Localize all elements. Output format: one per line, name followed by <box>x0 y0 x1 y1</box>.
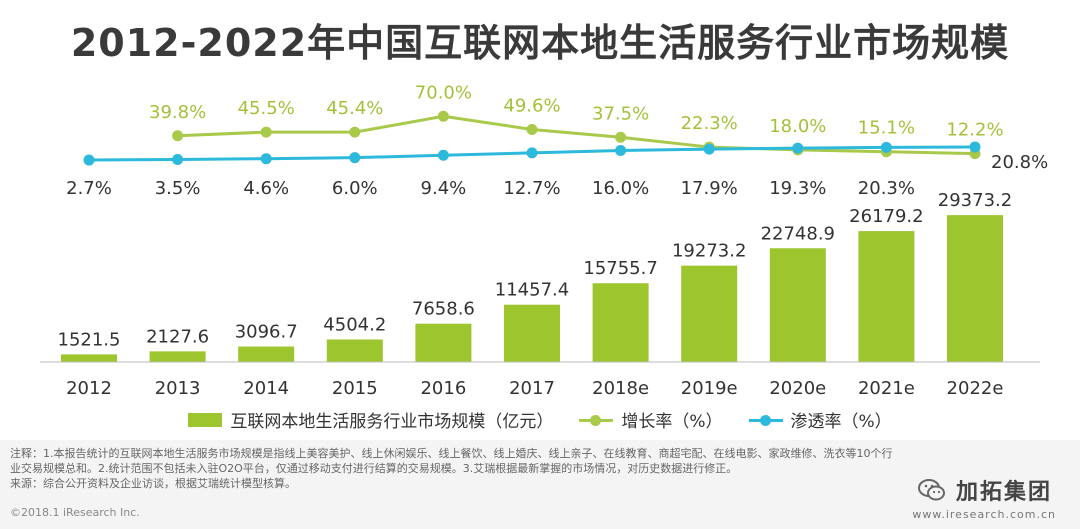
bar-value-label: 4504.2 <box>323 314 386 335</box>
penetration-rate-point <box>172 153 184 165</box>
penetration-rate-label: 12.7% <box>503 178 560 199</box>
bar-value-label: 11457.4 <box>495 280 569 301</box>
bar-2013 <box>149 351 206 362</box>
penetration-rate-point <box>615 144 627 156</box>
penetration-rate-label: 17.9% <box>681 178 738 199</box>
penetration-rate-label: 20.3% <box>858 178 915 199</box>
bar-value-label: 26179.2 <box>849 206 923 227</box>
bar-2015 <box>326 339 383 362</box>
copyright: ©2018.1 iResearch Inc. <box>10 506 140 519</box>
x-tick-label: 2014 <box>243 378 289 399</box>
growth-rate-label: 70.0% <box>415 82 472 103</box>
legend-label-growth: 增长率（%） <box>621 412 723 432</box>
legend-bar-swatch <box>188 412 223 427</box>
bar-value-label: 1521.5 <box>58 329 121 350</box>
growth-rate-label: 15.1% <box>858 118 915 139</box>
growth-rate-point <box>349 126 361 138</box>
penetration-rate-label: 20.8% <box>991 152 1048 173</box>
bar-2019e <box>681 265 738 362</box>
penetration-rate-point <box>792 142 804 154</box>
legend-item-market-size: 互联网本地生活服务行业市场规模（亿元） <box>188 407 553 432</box>
x-tick-label: 2017 <box>509 378 555 399</box>
penetration-rate-point <box>880 141 892 153</box>
penetration-rate-point <box>437 149 449 161</box>
footnote: 注释：1.本报告统计的互联网本地生活服务市场规模是指线上美容美护、线上休闲娱乐、… <box>10 446 1070 491</box>
growth-rate-label: 12.2% <box>946 120 1003 141</box>
growth-rate-point <box>437 110 449 122</box>
wechat-icon <box>917 478 946 502</box>
footer-band <box>0 440 1080 529</box>
growth-rate-point <box>526 123 538 135</box>
growth-rate-point <box>172 130 184 142</box>
bar-2018e <box>592 283 649 362</box>
legend-item-penetration: 渗透率（%） <box>748 407 892 432</box>
bar-value-label: 29373.2 <box>938 190 1012 211</box>
growth-rate-label: 45.4% <box>326 98 383 119</box>
legend-label-market-size: 互联网本地生活服务行业市场规模（亿元） <box>230 412 554 432</box>
legend: 互联网本地生活服务行业市场规模（亿元） 增长率（%） 渗透率（%） <box>0 407 1080 432</box>
growth-rate-label: 18.0% <box>769 116 826 137</box>
footnote-source: 来源：综合公开资料及企业访谈，根据艾瑞统计模型核算。 <box>10 477 296 490</box>
bar-value-label: 15755.7 <box>583 258 657 279</box>
brand-name: 加拓集团 <box>955 480 1052 505</box>
x-tick-label: 2018e <box>592 378 649 399</box>
x-tick-label: 2013 <box>155 378 201 399</box>
footnote-line-1: 注释：1.本报告统计的互联网本地生活服务市场规模是指线上美容美护、线上休闲娱乐、… <box>10 447 893 460</box>
x-tick-label: 2022e <box>947 378 1004 399</box>
x-tick-label: 2016 <box>420 378 466 399</box>
x-tick-label: 2015 <box>332 378 378 399</box>
growth-rate-label: 45.5% <box>238 98 295 119</box>
growth-rate-label: 49.6% <box>503 95 560 116</box>
penetration-rate-label: 9.4% <box>421 178 467 199</box>
legend-penetration-swatch <box>748 413 783 427</box>
bar-value-label: 22748.9 <box>761 223 835 244</box>
penetration-rate-point <box>83 154 95 166</box>
penetration-rate-point <box>703 143 715 155</box>
footnote-line-2: 业交易规模总和。2.统计范围不包括未入驻O2O平台，仅通过移动支付进行结算的交易… <box>10 462 738 475</box>
bar-value-label: 19273.2 <box>672 241 746 262</box>
growth-rate-label: 22.3% <box>681 113 738 134</box>
bar-2021e <box>858 231 915 362</box>
bar-2014 <box>238 346 295 362</box>
penetration-rate-label: 19.3% <box>769 178 826 199</box>
penetration-rate-point <box>969 141 981 153</box>
bar-2020e <box>769 248 826 362</box>
penetration-rate-label: 4.6% <box>243 178 289 199</box>
growth-rate-line <box>177 114 976 156</box>
penetration-rate-label: 2.7% <box>66 178 112 199</box>
growth-rate-label: 37.5% <box>592 103 649 124</box>
penetration-rate-label: 16.0% <box>592 178 649 199</box>
legend-label-penetration: 渗透率（%） <box>790 412 892 432</box>
bar-value-label: 7658.6 <box>412 299 475 320</box>
bar-value-label: 3096.7 <box>235 322 298 343</box>
legend-item-growth: 增长率（%） <box>579 407 723 432</box>
penetration-rate-point <box>349 152 361 164</box>
bar-2016 <box>415 323 472 362</box>
bar-2012 <box>61 354 117 362</box>
site-url: www.iresearch.com.cn <box>912 508 1056 521</box>
growth-rate-label: 39.8% <box>149 102 206 123</box>
growth-rate-point <box>260 126 272 138</box>
x-tick-label: 2012 <box>66 378 112 399</box>
x-tick-label: 2020e <box>769 378 826 399</box>
penetration-rate-label: 6.0% <box>332 178 378 199</box>
brand: 加拓集团 <box>917 474 1052 506</box>
bar-2017 <box>504 304 560 362</box>
legend-growth-swatch <box>579 413 614 427</box>
chart-area: 1521.5 2127.6 3096.7 4504.2 7658.6 11457.4 157… <box>40 82 1048 399</box>
bar-value-label: 2127.6 <box>146 326 209 347</box>
growth-rate-point <box>615 131 627 143</box>
penetration-rate-point <box>526 147 538 159</box>
x-tick-label: 2019e <box>681 378 738 399</box>
chart-title: 2012-2022年中国互联网本地生活服务行业市场规模 <box>70 21 1010 65</box>
penetration-rate-label: 3.5% <box>155 178 201 199</box>
x-tick-label: 2021e <box>858 378 915 399</box>
penetration-rate-point <box>260 153 272 165</box>
bar-2022e <box>947 215 1003 362</box>
